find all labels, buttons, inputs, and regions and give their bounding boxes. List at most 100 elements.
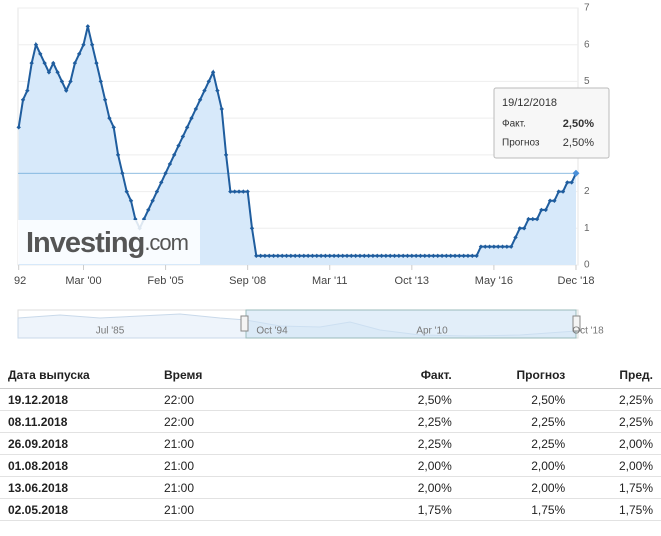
point xyxy=(547,198,553,203)
point xyxy=(76,51,82,57)
navigator-handle[interactable] xyxy=(240,315,249,332)
point xyxy=(241,189,246,194)
y-tick-label: 7 xyxy=(584,3,590,14)
point xyxy=(422,253,427,259)
point xyxy=(193,106,199,112)
table-cell: 2,50% xyxy=(459,388,574,411)
point xyxy=(20,97,26,102)
table-cell: 2,00% xyxy=(573,454,661,477)
point xyxy=(543,207,548,213)
point xyxy=(150,198,155,203)
point xyxy=(102,97,108,102)
table-cell: 2,00% xyxy=(459,476,574,499)
point xyxy=(115,152,121,158)
point xyxy=(72,60,78,66)
point xyxy=(184,125,190,130)
point xyxy=(271,253,276,259)
point xyxy=(284,253,289,259)
point xyxy=(435,253,440,259)
point xyxy=(68,79,73,84)
point xyxy=(120,171,125,176)
point xyxy=(16,125,21,130)
point xyxy=(180,134,186,139)
table-cell: 2,25% xyxy=(573,410,661,433)
navigator-label: Apr '10 xyxy=(416,326,448,337)
x-tick-label: Dec '18 xyxy=(558,275,595,287)
y-tick-label: 5 xyxy=(584,76,590,87)
point xyxy=(133,216,138,222)
point xyxy=(210,70,216,75)
point xyxy=(305,253,311,259)
x-tick-label: Oct '13 xyxy=(395,275,430,287)
point xyxy=(500,244,505,249)
point xyxy=(98,79,103,84)
tooltip xyxy=(493,87,610,159)
point xyxy=(530,216,535,222)
point xyxy=(176,143,181,148)
point xyxy=(29,60,34,66)
point xyxy=(275,253,281,259)
x-tick-label: Sep '08 xyxy=(229,275,266,287)
point xyxy=(521,226,527,231)
point xyxy=(280,253,285,259)
table-body: 19.12.2018 22:00 2,50% 2,50% 2,25% 08.11.2018… xyxy=(0,388,661,521)
point xyxy=(552,198,557,203)
point xyxy=(465,253,471,259)
point xyxy=(59,79,65,84)
point xyxy=(128,198,134,203)
x-axis: 92 Mar '00 Feb '05 Sep '08 Mar '11 Oct '13 May… xyxy=(14,265,594,287)
navigator-handle[interactable] xyxy=(572,315,581,332)
column-header: Прогноз xyxy=(459,362,574,389)
point xyxy=(487,244,492,249)
y-tick-label: 2 xyxy=(584,186,590,197)
x-tick-label: Feb '05 xyxy=(147,275,183,287)
navigator-selection[interactable] xyxy=(245,309,577,339)
table-cell: 2,50% xyxy=(372,388,460,411)
point xyxy=(236,189,242,194)
point xyxy=(357,253,363,259)
point xyxy=(85,24,91,29)
point xyxy=(457,253,462,259)
y-tick-label: 1 xyxy=(584,223,590,234)
column-header: Дата выпуска xyxy=(0,362,156,389)
point xyxy=(560,189,566,194)
point xyxy=(409,253,415,259)
point xyxy=(344,253,350,259)
point xyxy=(33,42,39,47)
table-cell: 02.05.2018 xyxy=(0,498,156,521)
point xyxy=(452,253,458,259)
table-row: 01.08.2018 21:00 2,00% 2,00% 2,00% xyxy=(0,454,661,477)
point xyxy=(258,253,263,259)
point xyxy=(232,189,237,194)
table-cell: 21:00 xyxy=(156,476,372,499)
table-row: 13.06.2018 21:00 2,00% 2,00% 1,75% xyxy=(0,476,661,499)
point xyxy=(111,125,116,130)
table-cell: 1,75% xyxy=(459,498,574,521)
point xyxy=(314,253,319,259)
table-cell: 2,25% xyxy=(372,410,460,433)
table-cell: 21:00 xyxy=(156,498,372,521)
point xyxy=(336,253,341,259)
table-cell: 2,00% xyxy=(372,454,460,477)
point xyxy=(254,253,259,259)
point xyxy=(292,253,298,259)
table-cell: 08.11.2018 xyxy=(0,410,156,433)
tooltip-value: 2,50% xyxy=(563,118,594,130)
point xyxy=(245,189,250,194)
point xyxy=(470,253,475,259)
navigator-label: Jul '85 xyxy=(96,326,125,337)
tooltip-label: Прогноз xyxy=(502,138,540,149)
point xyxy=(172,152,177,158)
point xyxy=(262,253,268,259)
table-cell: 26.09.2018 xyxy=(0,432,156,455)
point xyxy=(426,253,432,259)
point xyxy=(413,253,419,259)
point xyxy=(51,60,56,66)
table-row: 26.09.2018 21:00 2,25% 2,25% 2,00% xyxy=(0,432,661,455)
column-header: Пред. xyxy=(573,362,661,389)
table-row: 08.11.2018 22:00 2,25% 2,25% 2,25% xyxy=(0,410,661,433)
table-cell: 2,00% xyxy=(573,432,661,455)
point xyxy=(228,189,233,194)
table: Дата выпуска Время Факт. Прогноз Пред. 19.12… xyxy=(0,362,661,521)
